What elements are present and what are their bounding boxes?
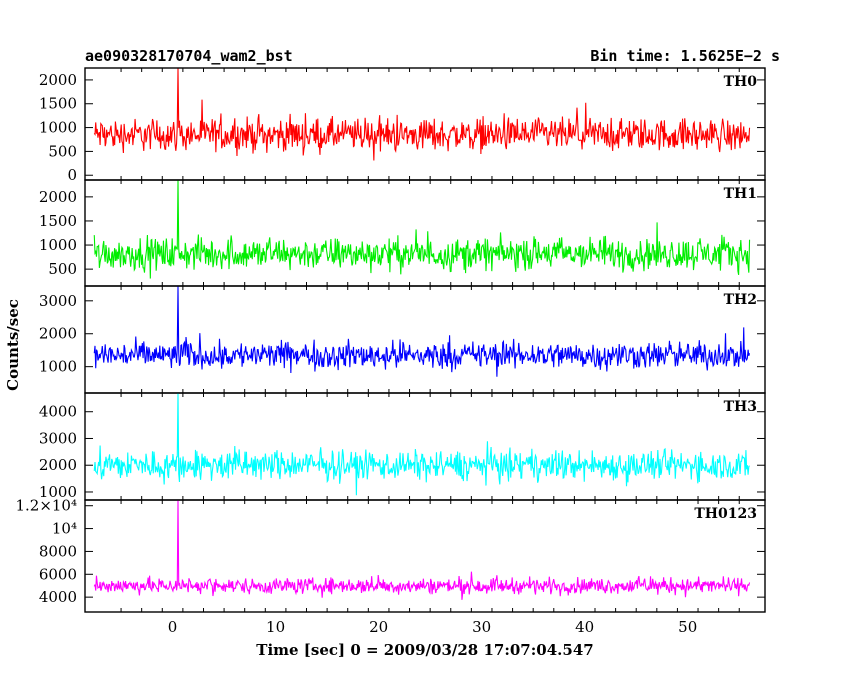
x-axis-title: Time [sec] 0 = 2009/03/28 17:07:04.547 [256, 641, 593, 659]
y-tick-label: 1.2×10⁴ [15, 497, 77, 515]
y-tick-label: 2000 [39, 71, 77, 89]
series-label-th0123: TH0123 [694, 506, 757, 522]
y-tick-label: 1500 [39, 212, 77, 230]
header-left: ae090328170704_wam2_bst [85, 47, 293, 65]
x-tick-label: 20 [369, 618, 388, 636]
y-tick-label: 8000 [39, 542, 77, 560]
x-tick-label: 30 [472, 618, 491, 636]
y-tick-label: 3000 [39, 292, 77, 310]
y-tick-label: 3000 [39, 429, 77, 447]
y-tick-label: 500 [48, 142, 77, 160]
y-tick-label: 0 [67, 166, 77, 184]
panel-th2: 1000 2000 3000 TH2 [39, 285, 766, 394]
panel-frame [84, 285, 766, 394]
y-tick-label: 6000 [39, 565, 77, 583]
series-th0-trace [93, 67, 751, 161]
x-tick-label: 0 [168, 618, 178, 636]
panel-frame [84, 179, 766, 287]
panel-frame [84, 499, 766, 613]
series-label-th3: TH3 [724, 399, 757, 415]
panel-frame [84, 392, 766, 501]
header-right: Bin time: 1.5625E−2 s [590, 47, 780, 65]
y-tick-label: 2000 [39, 325, 77, 343]
series-th3-trace [93, 392, 750, 496]
series-th1-trace [93, 179, 751, 279]
x-axis: 0 10 20 30 40 50 [168, 618, 697, 636]
y-tick-label: 1500 [39, 95, 77, 113]
x-tick-label: 50 [678, 618, 697, 636]
y-tick-label: 4000 [39, 403, 77, 421]
panel-th0123: 4000 6000 8000 10⁴ 1.2×10⁴ TH0123 [15, 497, 766, 613]
y-axis-title: Counts/sec [4, 299, 22, 391]
series-label-th0: TH0 [724, 74, 758, 90]
series-th2-trace [93, 285, 751, 377]
y-tick-label: 1000 [39, 358, 77, 376]
y-tick-label: 10⁴ [52, 520, 77, 538]
panel-th3: 1000 2000 3000 4000 TH3 [39, 392, 766, 501]
series-th0123-trace [93, 499, 751, 600]
y-tick-label: 4000 [39, 588, 77, 606]
y-tick-label: 500 [48, 260, 77, 278]
x-tick-label: 10 [266, 618, 285, 636]
panel-frame [84, 67, 766, 181]
y-tick-label: 1000 [39, 236, 77, 254]
x-tick-label: 40 [575, 618, 594, 636]
panels: 0 500 1000 1500 2000 TH0 500 1000 1500 2000 TH1 100… [15, 67, 766, 613]
panel-th0: 0 500 1000 1500 2000 TH0 [39, 67, 766, 184]
y-tick-label: 1000 [39, 483, 77, 501]
y-tick-label: 2000 [39, 456, 77, 474]
y-tick-label: 2000 [39, 188, 77, 206]
panel-th1: 500 1000 1500 2000 TH1 [39, 179, 766, 287]
series-label-th2: TH2 [724, 292, 757, 308]
series-label-th1: TH1 [724, 186, 757, 202]
y-tick-label: 1000 [39, 119, 77, 137]
